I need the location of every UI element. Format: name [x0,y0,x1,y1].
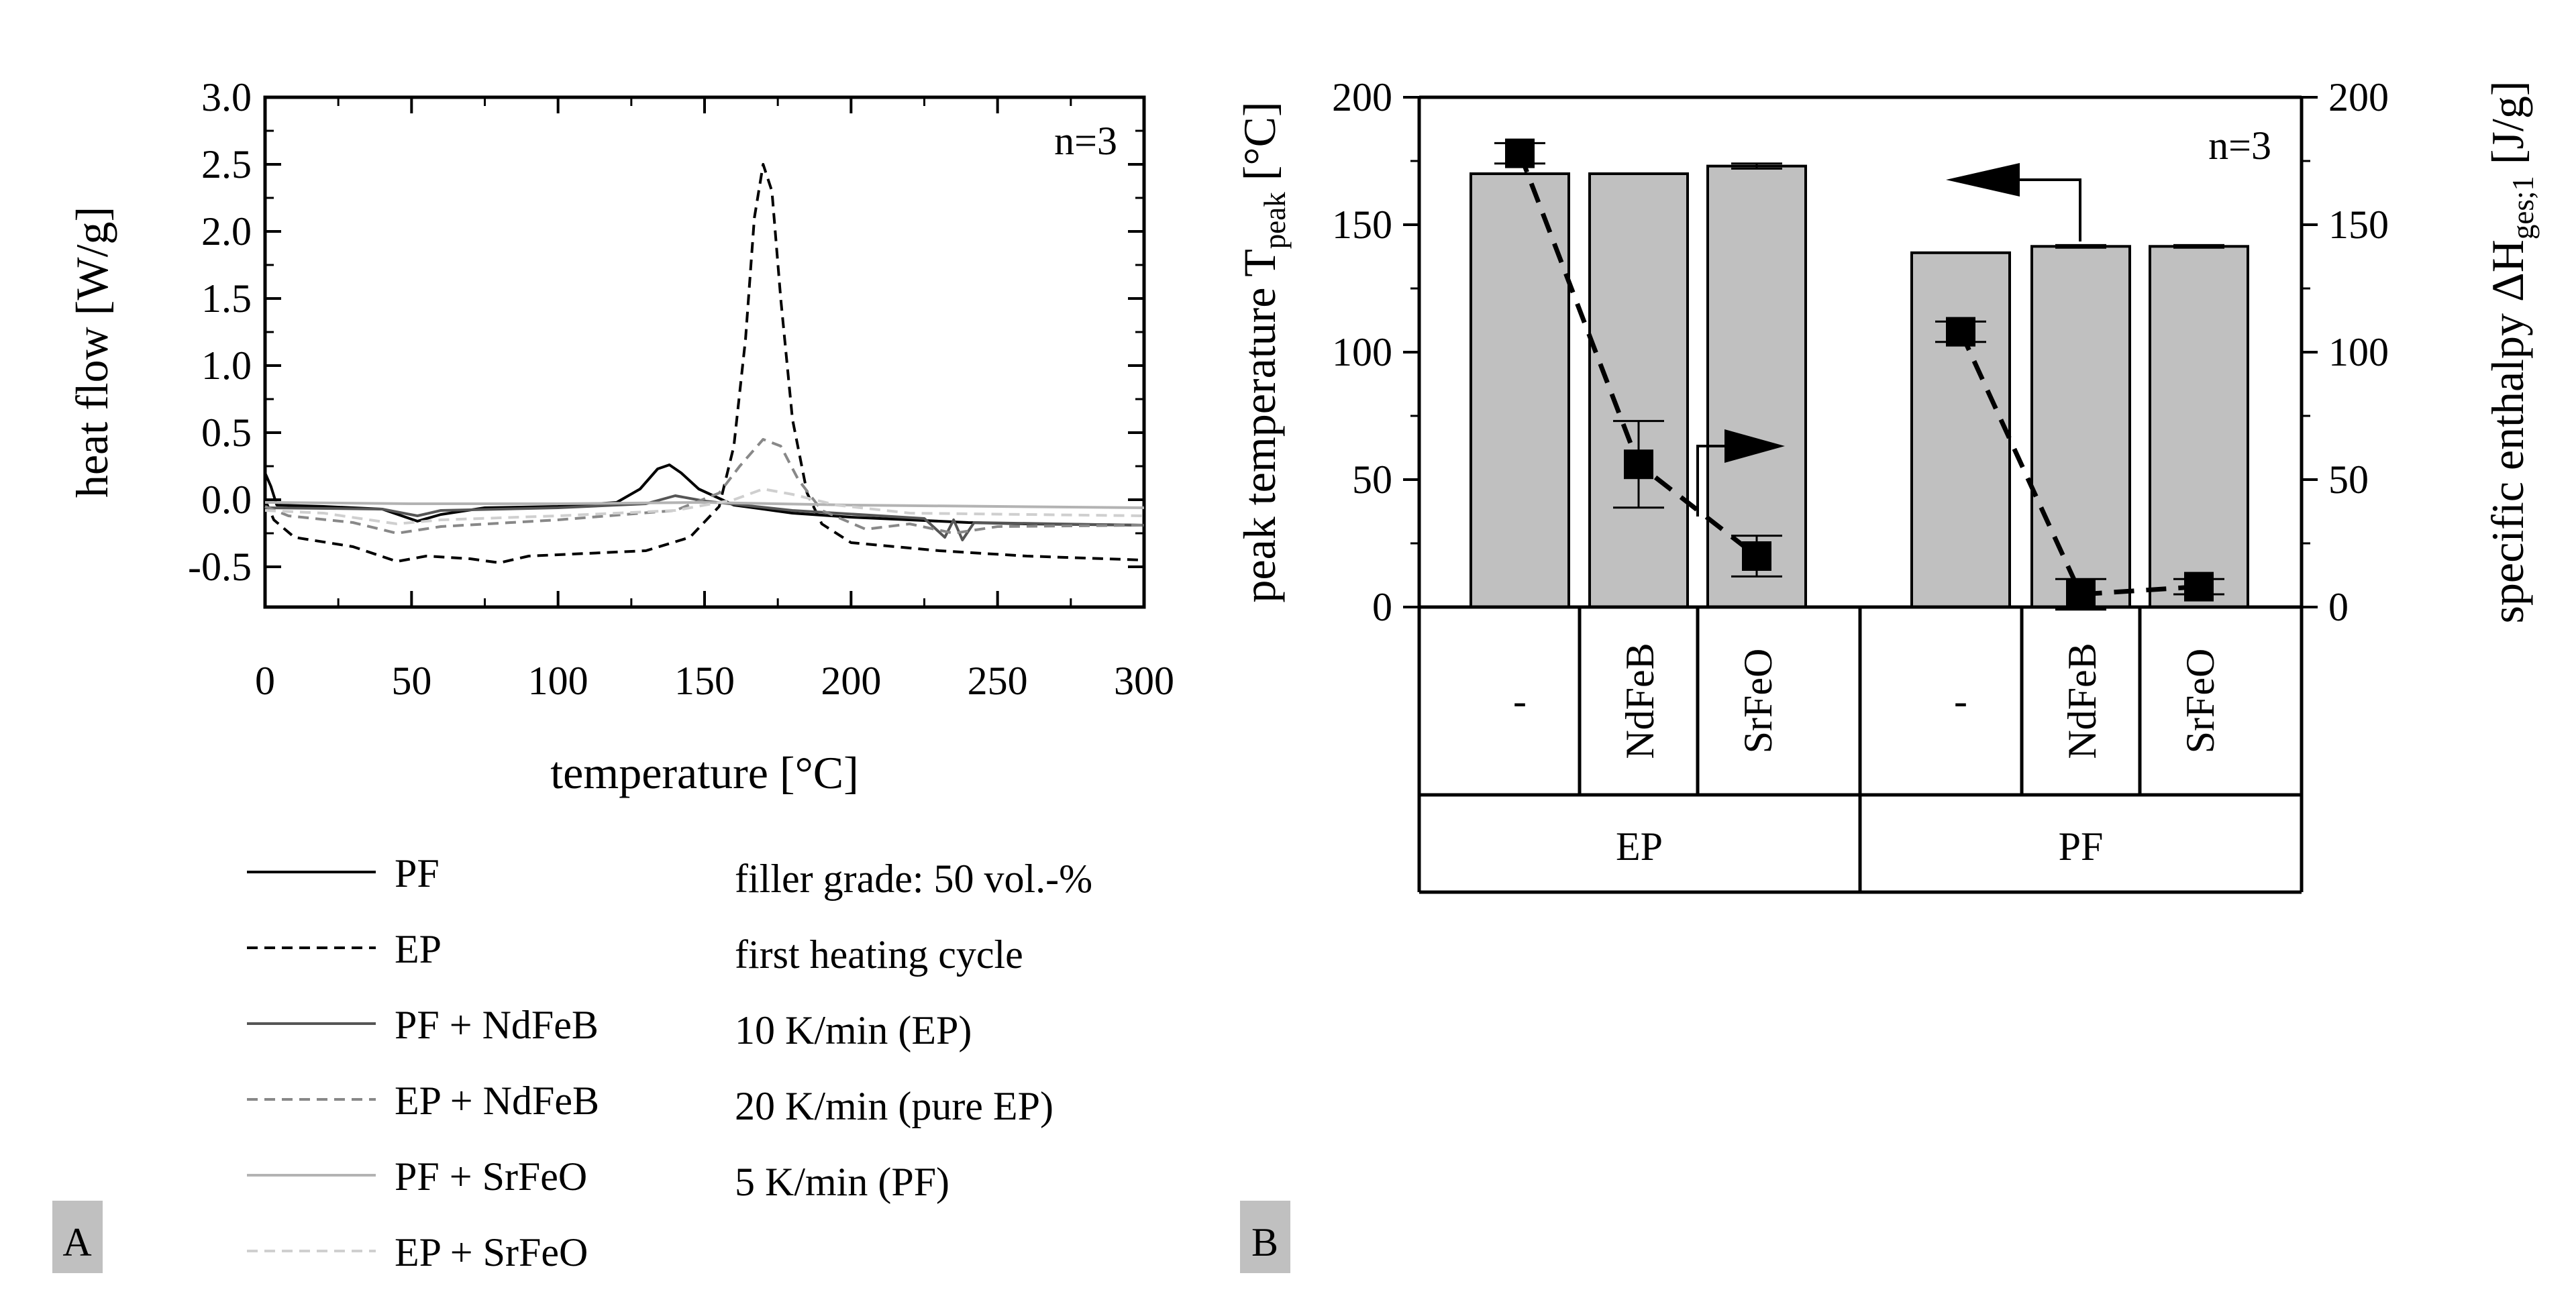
condition-text: 10 K/min (EP) [735,1008,972,1052]
enthalpy-marker [1624,449,1653,480]
panel-b-ticks: 0 0 50 50 100 100 150 150 200 200 [1332,75,2389,629]
series-line-ep-srfeo [264,488,1145,525]
peak-temperature-bar [1706,164,1807,609]
condition-text: first heating cycle [735,932,1023,977]
panel-b-ytick-label-right: 200 [2328,75,2389,119]
panel-b-ytick-label-left: 150 [1332,203,1392,247]
enthalpy-marker [1742,541,1771,571]
panel-b-bars [1470,162,2249,609]
group-label: EP [1616,824,1663,869]
series-line-pf [264,464,1145,527]
panel-a-ytick-label: 0.0 [201,478,252,522]
panel-b-ytick-label-right: 50 [2328,457,2369,502]
filler-label: NdFeB [1618,643,1662,759]
panel-b-enthalpy-series [1494,138,2224,611]
peak-temperature-bar [1588,172,1689,608]
panel-b-filler-labels: - NdFeB SrFeO - NdFeB SrFeO [1513,643,2222,759]
panel-a-ytick-label: 1.5 [201,276,252,321]
panel-a-xtick-label: 250 [968,659,1028,703]
peak-temperature-bar [2149,245,2249,608]
panel-a-label: A [62,1220,91,1264]
legend-label: PF [395,851,440,895]
panel-a-ytick-label: 2.5 [201,142,252,186]
legend-label: EP + SrFeO [395,1230,588,1274]
enthalpy-line [1958,331,2200,597]
enthalpy-marker [1946,317,1975,347]
enthalpy-marker [1505,138,1535,168]
series-line-ep-ndfeb [264,438,1145,535]
panel-b-ylabel-left: peak temperature Tpeak [°C] [1234,101,1292,602]
panel-a-label-box [52,1201,103,1273]
panel-a-ytick-label: 2.0 [201,209,252,254]
filler-label: SrFeO [2178,649,2222,754]
panel-a-xtick-label: 300 [1114,659,1174,703]
panel-a-series-lines [264,163,1145,564]
panel-b-ytick-label-right: 0 [2328,585,2349,629]
panel-b-ytick-label-right: 150 [2328,203,2389,247]
panel-a-ytick-label: 0.5 [201,411,252,455]
condition-text: 5 K/min (PF) [735,1160,949,1204]
series-line-ep [264,163,1145,564]
panel-b-annotation: n=3 [2208,123,2271,168]
panel-a-legend: PF EP PF + NdFeB EP + NdFeB PF + SrFeO EP + S… [247,851,599,1274]
panel-b-ytick-label-right: 100 [2328,330,2389,374]
series-line-pf-srfeo [264,501,1145,509]
legend-label: PF + SrFeO [395,1154,587,1199]
filler-label: NdFeB [2060,643,2104,759]
panel-b-ytick-label-left: 0 [1372,585,1392,629]
panel-b-ytick-label-left: 200 [1332,75,1392,119]
panel-a-xtick-label: 0 [255,659,275,703]
group-label: PF [2059,824,2104,869]
condition-text: 20 K/min (pure EP) [735,1084,1053,1128]
panel-a-chart: 0 50 100 150 200 250 300 -0.5 0.0 0.5 1.0 1.5 2.0 2.5… [66,75,1174,1274]
panel-a-plot-frame [263,95,1146,609]
panel-a-annotation: n=3 [1054,119,1117,163]
filler-label: SrFeO [1736,649,1780,754]
series-line-pf-ndfeb [264,494,1145,541]
panel-b-label: B [1251,1220,1278,1264]
enthalpy-marker [2066,580,2096,609]
legend-label: EP + NdFeB [395,1079,599,1123]
enthalpy-marker [2184,572,2214,602]
panel-b-left-axis-pointer [2016,178,2081,241]
panel-a-ytick-label: 3.0 [201,75,252,119]
peak-temperature-bar [1910,251,2011,608]
panel-a-xtick-label: 200 [821,659,881,703]
panel-b-ytick-label-left: 50 [1352,457,1392,502]
panel-a-conditions: filler grade: 50 vol.-% first heating cyc… [735,857,1092,1204]
filler-label: - [1513,679,1527,723]
panel-b-label-box [1240,1201,1290,1273]
panel-b-chart: 0 0 50 50 100 100 150 150 200 200 - NdFeB SrFeO - NdF… [1234,75,2540,894]
legend-label: PF + NdFeB [395,1003,599,1047]
panel-a-ytick-label: -0.5 [188,545,252,589]
panel-a-xtick-label: 50 [391,659,431,703]
panel-b-ytick-label-left: 100 [1332,330,1392,374]
panel-a-ytick-label: 1.0 [201,343,252,388]
panel-a-xtick-label: 150 [674,659,735,703]
panel-b-right-axis-pointer [1696,445,1728,516]
peak-temperature-bar [1470,172,1570,608]
panel-b-left-arrowhead [1946,163,2020,197]
condition-text: filler grade: 50 vol.-% [735,857,1092,901]
panel-a-xlabel: temperature [°C] [550,747,859,798]
panel-a-ticks: 0 50 100 150 200 250 300 -0.5 0.0 0.5 1.0 1.5 2.0 2.5… [188,75,1174,703]
panel-a-xtick-label: 100 [528,659,588,703]
panel-b-group-labels: EP PF [1616,824,2103,869]
panel-b-right-arrowhead [1724,429,1785,463]
peak-temperature-bar [2030,245,2131,608]
legend-label: EP [395,927,442,971]
panel-a-ylabel: heat flow [W/g] [66,207,117,498]
panel-b-ylabel-right: specific enthalpy ΔHges;1 [J/g] [2482,80,2540,623]
filler-label: - [1954,679,1967,723]
